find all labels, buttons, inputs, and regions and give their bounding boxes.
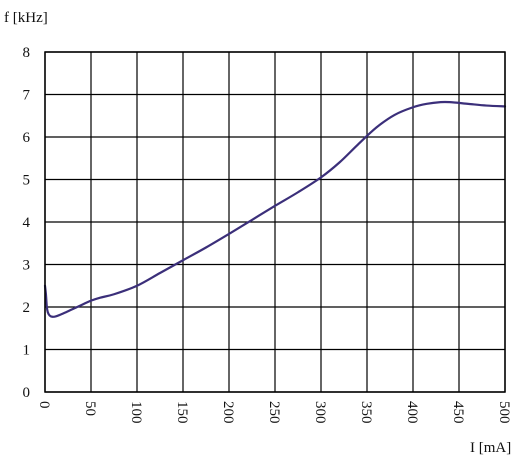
x-tick-label: 500 (496, 401, 512, 424)
y-tick-label: 0 (23, 385, 31, 401)
y-tick-label: 8 (23, 45, 31, 61)
x-tick-label: 350 (358, 401, 374, 424)
x-tick-label: 0 (36, 401, 52, 409)
x-tick-label: 50 (82, 401, 98, 416)
frequency-curve (43, 100, 507, 318)
y-tick-label: 1 (23, 343, 31, 359)
x-tick-label: 400 (404, 401, 420, 424)
x-tick-label: 450 (450, 401, 466, 424)
y-tick-label: 5 (23, 173, 31, 189)
x-tick-label: 100 (128, 401, 144, 424)
y-tick-labels: 0 1 2 3 4 5 6 7 8 (23, 45, 31, 401)
x-axis-label: I [mA] (470, 440, 511, 456)
y-tick-label: 2 (23, 300, 31, 316)
y-tick-label: 7 (23, 88, 31, 104)
plot-frame (44, 51, 506, 393)
y-tick-label: 3 (23, 258, 31, 274)
x-tick-labels: 0 50 100 150 200 250 300 350 400 450 500 (36, 401, 512, 424)
x-tick-label: 200 (220, 401, 236, 424)
x-tick-label: 300 (312, 401, 328, 424)
y-tick-label: 4 (23, 215, 31, 231)
y-tick-label: 6 (23, 130, 31, 146)
x-tick-label: 250 (266, 401, 282, 424)
y-axis-label: f [kHz] (4, 10, 48, 26)
x-tick-label: 150 (174, 401, 190, 424)
